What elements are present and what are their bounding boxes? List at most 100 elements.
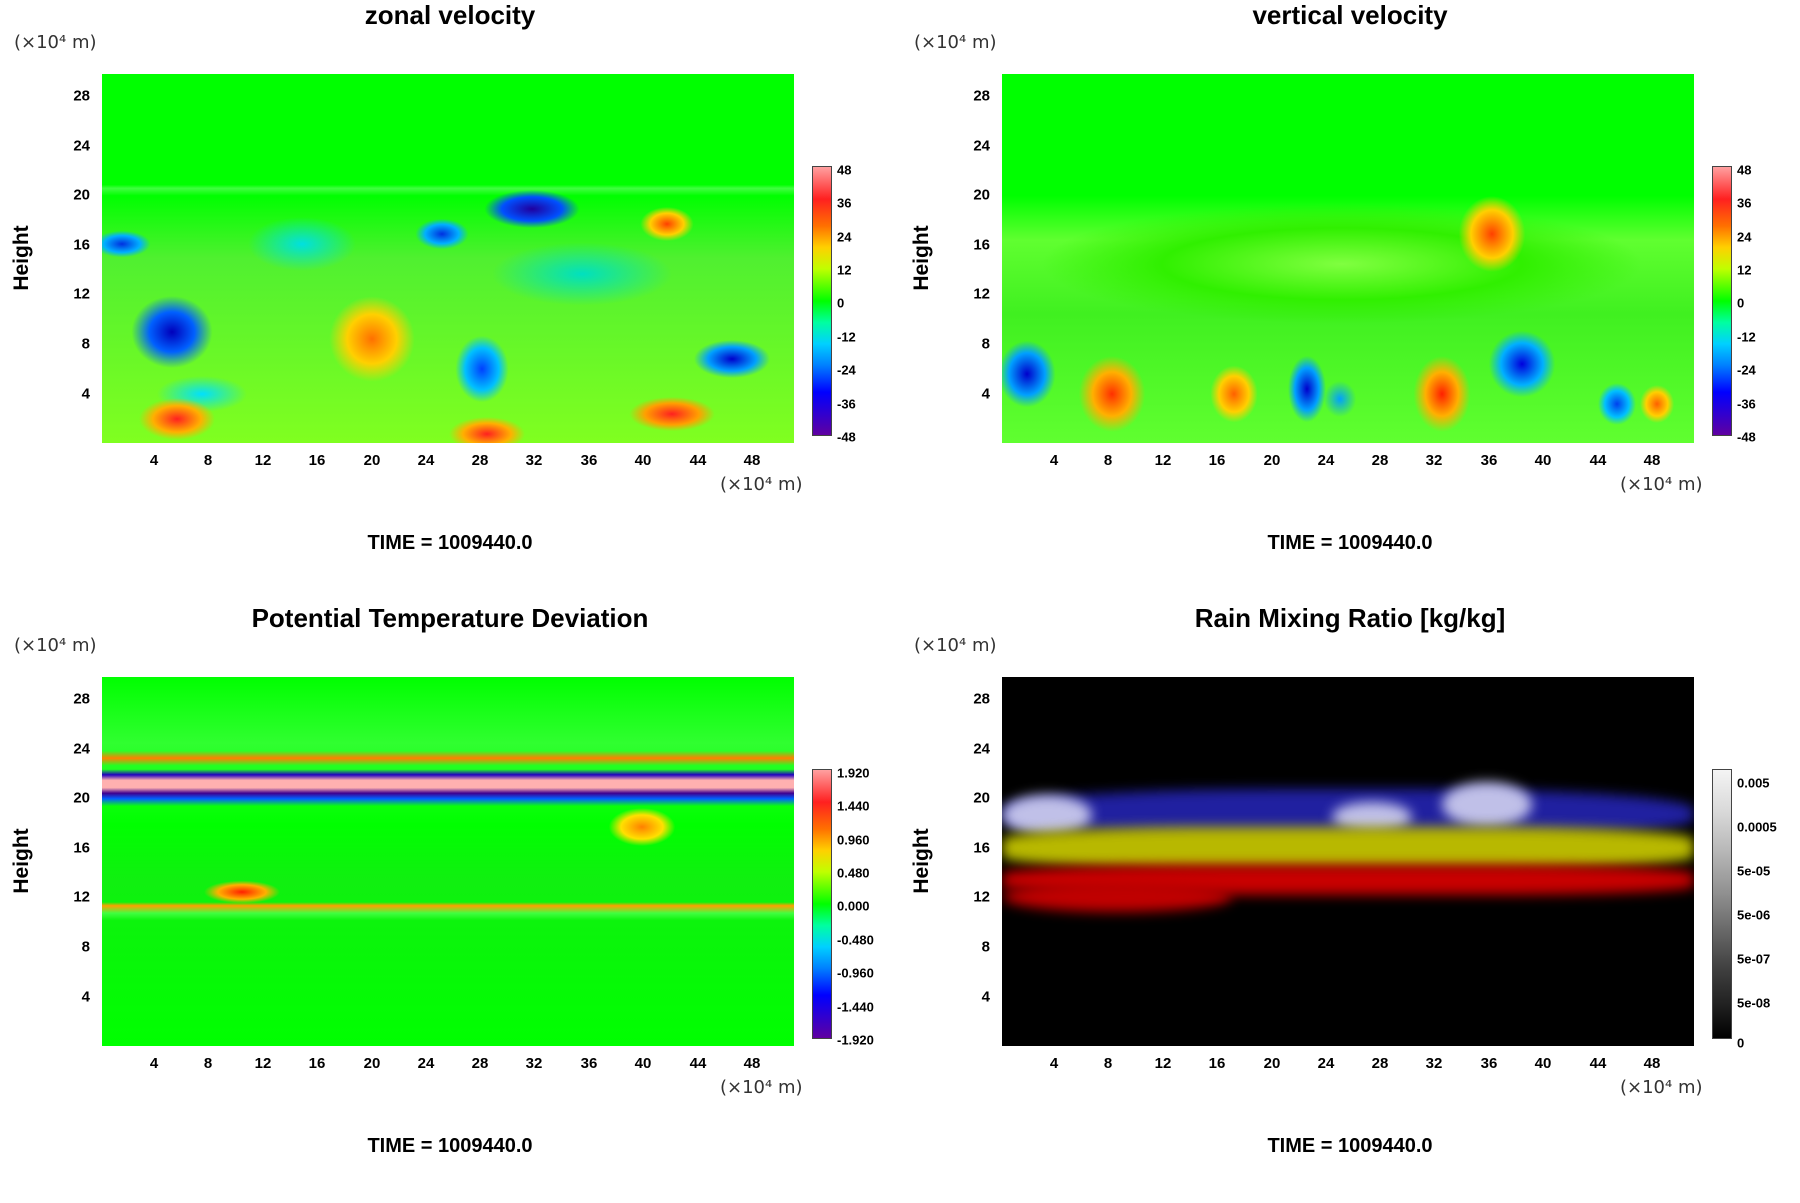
x-tick-label: 28: [471, 1055, 489, 1072]
x-tick-label: 24: [1317, 1055, 1335, 1072]
y-tick-label: 8: [981, 938, 990, 956]
x-tick-label: 12: [254, 1055, 272, 1072]
x-tick-label: 12: [254, 452, 272, 469]
colorbar-tick: -1.920: [837, 1032, 874, 1048]
y-tick-label: 8: [981, 335, 990, 353]
x-tick-label: 16: [308, 1055, 326, 1072]
chart-title: Potential Temperature Deviation: [251, 603, 649, 633]
y-tick-label: 20: [973, 789, 990, 807]
y-tick-label: 24: [73, 740, 90, 758]
y-tick-label: 8: [81, 335, 90, 353]
y-tick-label: 28: [973, 87, 990, 105]
x-tick-label: 48: [743, 452, 761, 469]
colorbar-tick: 0: [1737, 1035, 1745, 1051]
y-unit-label: (×10⁴ m): [14, 32, 97, 53]
colorbar-tick: 5e-05: [1737, 863, 1771, 879]
y-tick-label: 28: [73, 690, 90, 708]
chart-title: zonal velocity: [364, 0, 536, 30]
panel-vertical-velocity: vertical velocity (×10⁴ m) Height 28 24 …: [900, 0, 1800, 600]
x-tick-label: 44: [689, 1055, 707, 1072]
x-unit-label: (×10⁴ m): [720, 1077, 803, 1098]
x-tick-label: 20: [1263, 452, 1281, 469]
x-tick-label: 32: [1425, 452, 1443, 469]
colorbar: [1712, 769, 1732, 1039]
colorbar-tick: 12: [1737, 262, 1752, 278]
x-tick-label: 48: [1643, 1055, 1661, 1072]
chart-title: Rain Mixing Ratio [kg/kg]: [1194, 603, 1506, 633]
colorbar-tick: -12: [837, 329, 856, 345]
y-tick-label: 8: [81, 938, 90, 956]
x-tick-label: 8: [203, 1055, 213, 1072]
x-tick-label: 32: [1425, 1055, 1443, 1072]
y-tick-label: 12: [973, 285, 990, 303]
colorbar-tick: 0: [837, 295, 845, 311]
x-tick-label: 28: [1371, 452, 1389, 469]
y-tick-label: 20: [973, 186, 990, 204]
x-tick-label: 32: [525, 452, 543, 469]
y-tick-label: 4: [81, 988, 90, 1006]
x-tick-label: 8: [203, 452, 213, 469]
y-tick-label: 12: [73, 888, 90, 906]
panel-potential-temperature: Potential Temperature Deviation (×10⁴ m)…: [0, 603, 900, 1203]
x-tick-label: 20: [363, 452, 381, 469]
x-tick-label: 12: [1154, 1055, 1172, 1072]
y-tick-label: 20: [73, 186, 90, 204]
x-tick-label: 16: [308, 452, 326, 469]
x-tick-label: 4: [1049, 1055, 1059, 1072]
colorbar-tick: 0.000: [837, 898, 870, 914]
time-annotation: TIME = 1009440.0: [367, 1135, 533, 1157]
x-tick-label: 40: [1534, 1055, 1552, 1072]
x-tick-label: 16: [1208, 1055, 1226, 1072]
colorbar-tick: 48: [1737, 162, 1752, 178]
lower-rain-layer: [1002, 882, 1232, 912]
panel-zonal-velocity: zonal velocity (×10⁴ m) Height 28 24 20 …: [0, 0, 900, 600]
x-tick-label: 28: [1371, 1055, 1389, 1072]
x-tick-label: 32: [525, 1055, 543, 1072]
x-tick-label: 20: [363, 1055, 381, 1072]
x-tick-label: 4: [149, 1055, 159, 1072]
time-annotation: TIME = 1009440.0: [367, 532, 533, 554]
x-tick-label: 44: [1589, 452, 1607, 469]
colorbar-tick: -0.480: [837, 932, 874, 948]
y-tick-label: 20: [73, 789, 90, 807]
y-unit-label: (×10⁴ m): [914, 635, 997, 656]
y-tick-label: 16: [973, 236, 990, 254]
colorbar-tick: 0.005: [1737, 775, 1770, 791]
colorbar-tick: 0.480: [837, 865, 870, 881]
heatmap-plot: [1002, 677, 1694, 1046]
colorbar-tick: -48: [837, 429, 856, 445]
x-tick-label: 4: [149, 452, 159, 469]
x-tick-label: 20: [1263, 1055, 1281, 1072]
colorbar-tick: 1.920: [837, 765, 870, 781]
y-tick-label: 4: [981, 385, 990, 403]
heatmap-plot: [102, 677, 794, 1046]
x-tick-label: 36: [580, 1055, 598, 1072]
colorbar-tick: 24: [1737, 229, 1752, 245]
y-tick-label: 16: [73, 839, 90, 857]
y-axis-label: Height: [910, 828, 933, 894]
time-annotation: TIME = 1009440.0: [1267, 532, 1433, 554]
y-tick-label: 4: [81, 385, 90, 403]
x-tick-label: 8: [1103, 452, 1113, 469]
colorbar-tick: -48: [1737, 429, 1756, 445]
colorbar-tick: -12: [1737, 329, 1756, 345]
x-tick-label: 36: [580, 452, 598, 469]
colorbar-tick: -24: [837, 362, 856, 378]
x-tick-label: 48: [1643, 452, 1661, 469]
y-tick-label: 28: [73, 87, 90, 105]
colorbar-tick: -24: [1737, 362, 1756, 378]
cloud-highlight: [1442, 782, 1532, 827]
x-tick-label: 44: [1589, 1055, 1607, 1072]
y-axis-label: Height: [910, 225, 933, 291]
x-tick-label: 4: [1049, 452, 1059, 469]
y-axis-label: Height: [10, 225, 33, 291]
y-unit-label: (×10⁴ m): [914, 32, 997, 53]
x-tick-label: 12: [1154, 452, 1172, 469]
colorbar-tick: 24: [837, 229, 852, 245]
colorbar-tick: 5e-06: [1737, 907, 1771, 923]
x-tick-label: 40: [634, 452, 652, 469]
x-tick-label: 44: [689, 452, 707, 469]
heatmap-plot: [102, 74, 794, 443]
colorbar-tick: -0.960: [837, 965, 874, 981]
colorbar-tick: 36: [1737, 195, 1752, 211]
